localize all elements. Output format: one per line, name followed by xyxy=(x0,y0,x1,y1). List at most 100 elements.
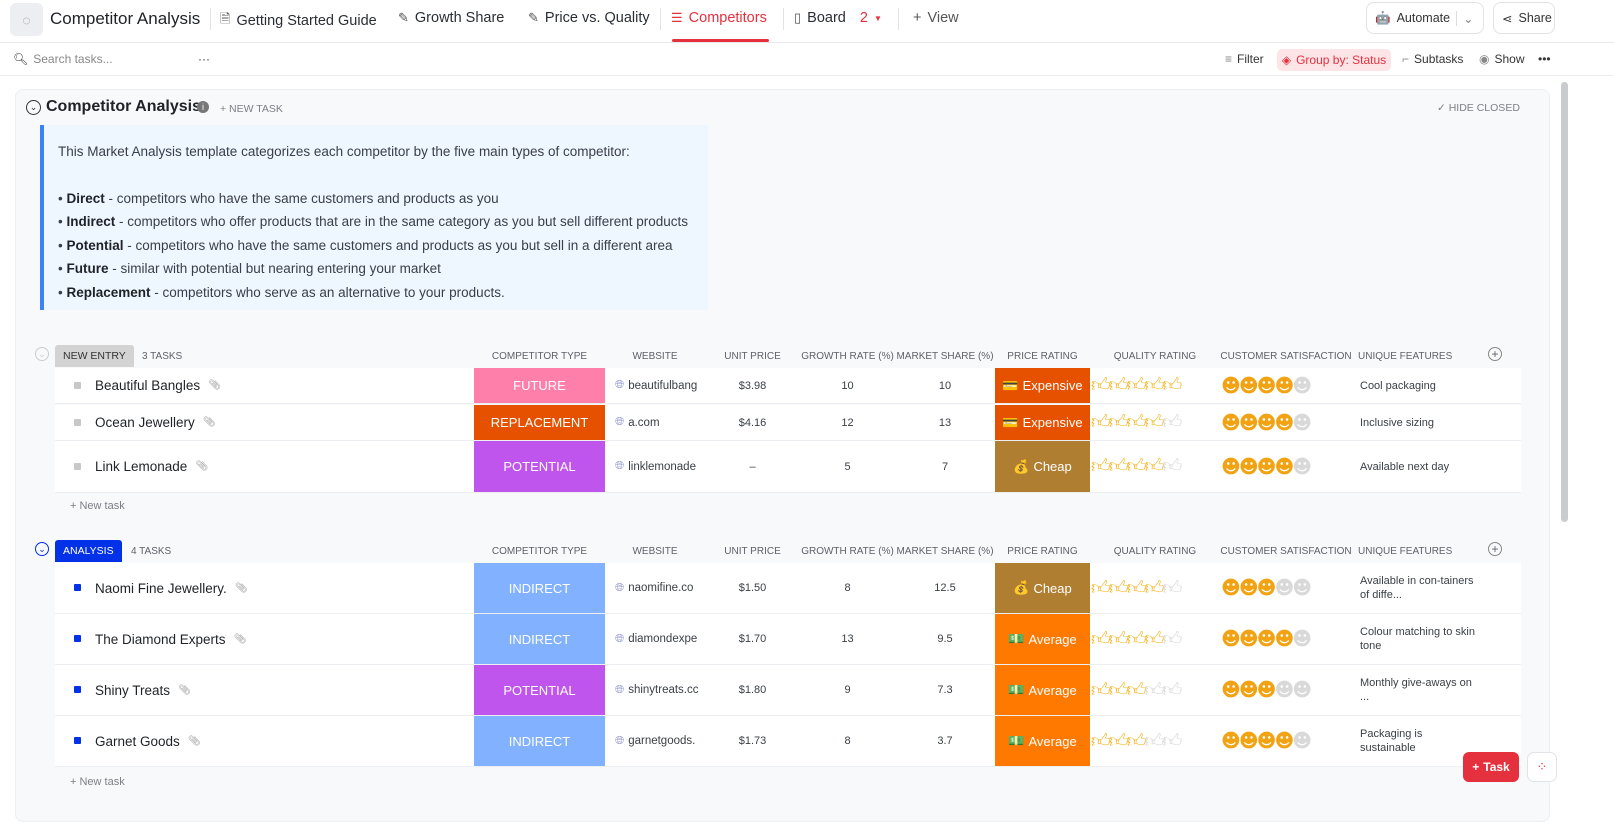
market-share-cell[interactable]: 13 xyxy=(938,416,952,429)
customer-satisfaction-rating[interactable]: ☻ ☻ ☻ ☻ ☻ xyxy=(1221,665,1349,715)
heart-eyes-icon[interactable]: ☻ xyxy=(1274,730,1294,752)
heart-eyes-icon[interactable]: ☻ xyxy=(1221,577,1241,599)
show-button[interactable]: ◉ Show xyxy=(1479,52,1525,66)
unit-price-cell[interactable]: $1.70 xyxy=(738,633,767,645)
task-name[interactable]: Beautiful Bangles xyxy=(95,378,201,393)
quality-rating[interactable]: 👍︎ 👍︎ 👍︎ 👍︎ 👍︎ xyxy=(1091,405,1219,440)
chevron-down-icon[interactable]: ⌄ xyxy=(1456,10,1474,26)
more-options-icon[interactable]: ••• xyxy=(1538,52,1551,66)
column-header[interactable]: WEBSITE xyxy=(632,351,678,362)
heart-eyes-icon[interactable]: ☻ xyxy=(1238,455,1259,478)
column-header[interactable]: PRICE RATING xyxy=(1007,351,1078,362)
quality-rating[interactable]: 👍︎ 👍︎ 👍︎ 👍︎ 👍︎ xyxy=(1091,665,1219,715)
thumbs-up-icon[interactable]: 👍︎ xyxy=(1144,455,1165,477)
attachment-icon[interactable]: 📎︎ xyxy=(234,582,248,594)
tab-competitors[interactable]: ☰ Competitors xyxy=(671,10,767,26)
price-rating-cell[interactable]: 💵 Average xyxy=(995,614,1090,664)
heart-eyes-icon[interactable]: ☻ xyxy=(1256,411,1277,434)
info-icon[interactable]: i xyxy=(197,101,209,113)
column-header[interactable]: PRICE RATING xyxy=(1007,546,1078,557)
competitor-type-cell[interactable]: REPLACEMENT xyxy=(474,405,605,440)
customer-satisfaction-rating[interactable]: ☻ ☻ ☻ ☻ ☻ xyxy=(1221,441,1349,492)
website-cell[interactable]: 🌐︎ diamondexpe xyxy=(615,614,699,664)
heart-eyes-icon[interactable]: ☻ xyxy=(1256,730,1277,752)
customer-satisfaction-rating[interactable]: ☻ ☻ ☻ ☻ ☻ xyxy=(1221,563,1349,613)
market-share-cell[interactable]: 9.5 xyxy=(937,633,953,645)
competitor-type-cell[interactable]: INDIRECT xyxy=(474,614,605,664)
thumbs-up-icon[interactable]: 👍︎ xyxy=(1126,627,1147,650)
competitor-type-cell[interactable]: POTENTIAL xyxy=(474,441,605,492)
new-task-link[interactable]: + NEW TASK xyxy=(220,103,283,115)
task-name-cell[interactable]: The Diamond Experts 📎︎ xyxy=(95,614,246,664)
heart-eyes-icon[interactable]: ☻ xyxy=(1238,628,1259,650)
new-task-button[interactable]: + New task xyxy=(70,500,125,512)
attachment-icon[interactable]: 📎︎ xyxy=(187,735,201,747)
automate-button[interactable]: 🤖 Automate ⌄ xyxy=(1366,2,1484,34)
heart-eyes-icon[interactable]: ☻ xyxy=(1274,455,1294,478)
price-rating-cell[interactable]: 💰 Cheap xyxy=(995,441,1090,492)
heart-eyes-icon[interactable]: ☻ xyxy=(1292,374,1312,397)
thumbs-up-icon[interactable]: 👍︎ xyxy=(1144,576,1165,599)
price-rating-cell[interactable]: 💳 Expensive xyxy=(995,368,1090,403)
status-square-icon[interactable] xyxy=(74,418,81,426)
website-cell[interactable]: 🌐︎ beautifulbang xyxy=(615,368,699,403)
unique-features-cell[interactable]: Cool packaging xyxy=(1360,379,1436,392)
column-header[interactable]: UNIT PRICE xyxy=(724,546,781,557)
heart-eyes-icon[interactable]: ☻ xyxy=(1256,455,1277,478)
website-link[interactable]: linklemonade xyxy=(628,460,696,473)
quality-rating[interactable]: 👍︎ 👍︎ 👍︎ 👍︎ 👍︎ xyxy=(1091,441,1219,492)
heart-eyes-icon[interactable]: ☻ xyxy=(1256,577,1277,599)
thumbs-up-icon[interactable]: 👍︎ xyxy=(1126,678,1147,701)
thumbs-up-icon[interactable]: 👍︎ xyxy=(1162,374,1182,396)
thumbs-up-icon[interactable]: 👍︎ xyxy=(1108,678,1129,701)
growth-rate-cell[interactable]: 12 xyxy=(841,416,854,429)
unit-price-cell[interactable]: $1.50 xyxy=(738,582,767,594)
heart-eyes-icon[interactable]: ☻ xyxy=(1256,679,1277,701)
heart-eyes-icon[interactable]: ☻ xyxy=(1238,730,1259,752)
heart-eyes-icon[interactable]: ☻ xyxy=(1221,411,1241,434)
price-rating-cell[interactable]: 💵 Average xyxy=(995,716,1090,766)
price-rating-cell[interactable]: 💵 Average xyxy=(995,665,1090,715)
thumbs-up-icon[interactable]: 👍︎ xyxy=(1162,627,1182,650)
status-square-icon[interactable] xyxy=(74,584,81,591)
website-link[interactable]: beautifulbang xyxy=(628,379,698,392)
competitor-type-cell[interactable]: FUTURE xyxy=(474,368,605,403)
status-square-icon[interactable] xyxy=(74,462,81,470)
unit-price-cell[interactable]: $3.98 xyxy=(738,379,767,392)
tab-board[interactable]: ▯ Board 2 ▼ xyxy=(794,10,882,26)
website-link[interactable]: naomifine.co xyxy=(628,582,694,594)
table-row[interactable]: Ocean Jewellery 📎︎ REPLACEMENT 🌐︎ a.com $4… xyxy=(55,405,1521,441)
website-cell[interactable]: 🌐︎ garnetgoods. xyxy=(615,716,699,766)
heart-eyes-icon[interactable]: ☻ xyxy=(1221,679,1241,701)
thumbs-up-icon[interactable]: 👍︎ xyxy=(1144,627,1165,650)
thumbs-up-icon[interactable]: 👍︎ xyxy=(1144,678,1165,701)
heart-eyes-icon[interactable]: ☻ xyxy=(1292,679,1312,701)
status-square-icon[interactable] xyxy=(74,737,81,744)
quality-rating[interactable]: 👍︎ 👍︎ 👍︎ 👍︎ 👍︎ xyxy=(1091,716,1219,766)
thumbs-up-icon[interactable]: 👍︎ xyxy=(1091,678,1111,701)
task-name[interactable]: The Diamond Experts xyxy=(95,631,226,647)
customer-satisfaction-rating[interactable]: ☻ ☻ ☻ ☻ ☻ xyxy=(1221,405,1349,440)
quality-rating[interactable]: 👍︎ 👍︎ 👍︎ 👍︎ 👍︎ xyxy=(1091,368,1219,403)
heart-eyes-icon[interactable]: ☻ xyxy=(1274,628,1294,650)
thumbs-up-icon[interactable]: 👍︎ xyxy=(1162,411,1182,433)
price-rating-cell[interactable]: 💰 Cheap xyxy=(995,563,1090,613)
customer-satisfaction-rating[interactable]: ☻ ☻ ☻ ☻ ☻ xyxy=(1221,368,1349,403)
thumbs-up-icon[interactable]: 👍︎ xyxy=(1144,411,1165,433)
status-square-icon[interactable] xyxy=(74,381,81,389)
tab-getting-started-guide[interactable]: 🗎 Getting Started Guide xyxy=(220,10,377,32)
growth-rate-cell[interactable]: 5 xyxy=(844,460,851,473)
thumbs-up-icon[interactable]: 👍︎ xyxy=(1162,678,1182,701)
market-share-cell[interactable]: 12.5 xyxy=(934,582,956,594)
growth-rate-cell[interactable]: 13 xyxy=(841,633,854,645)
column-header[interactable]: GROWTH RATE (%) xyxy=(801,351,894,362)
table-row[interactable]: Link Lemonade 📎︎ POTENTIAL 🌐︎ linklemonade… xyxy=(55,441,1521,493)
table-row[interactable]: Shiny Treats 📎︎ POTENTIAL 🌐︎ shinytreats.c… xyxy=(55,665,1521,716)
thumbs-up-icon[interactable]: 👍︎ xyxy=(1091,374,1111,396)
task-name[interactable]: Ocean Jewellery xyxy=(95,415,195,430)
table-row[interactable]: Beautiful Bangles 📎︎ FUTURE 🌐︎ beautifulba… xyxy=(55,368,1521,404)
heart-eyes-icon[interactable]: ☻ xyxy=(1256,628,1277,650)
thumbs-up-icon[interactable]: 👍︎ xyxy=(1091,411,1111,433)
unique-features-cell[interactable]: Available in con-tainers of diffe... xyxy=(1360,575,1474,601)
column-header[interactable]: MARKET SHARE (%) xyxy=(896,546,994,557)
